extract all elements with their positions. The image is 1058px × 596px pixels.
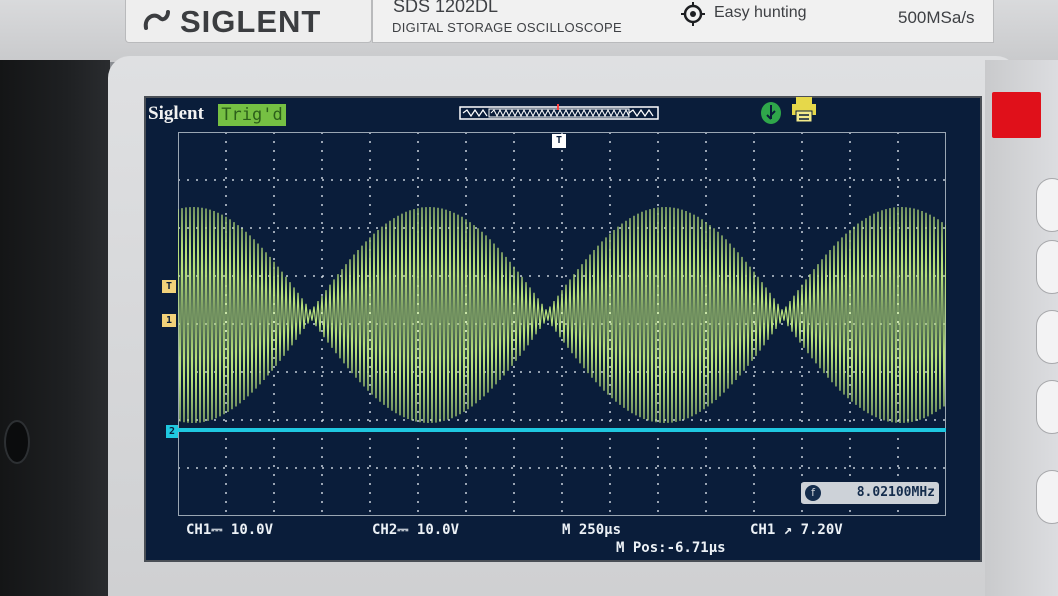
frequency-counter: 8.02100MHz bbox=[801, 482, 939, 504]
menu-button-2[interactable] bbox=[1036, 240, 1058, 294]
menu-button-1[interactable] bbox=[1036, 178, 1058, 232]
left-knob bbox=[4, 420, 30, 464]
model-name: SDS 1202DL bbox=[393, 0, 499, 16]
trigger-position-marker[interactable]: T bbox=[552, 134, 566, 148]
trigger-level-marker[interactable]: T bbox=[162, 280, 176, 293]
menu-button-4[interactable] bbox=[1036, 380, 1058, 434]
menu-button-3[interactable] bbox=[1036, 310, 1058, 364]
frequency-icon: f bbox=[805, 485, 821, 501]
ch2-marker[interactable]: 2 bbox=[166, 425, 178, 438]
printer-icon bbox=[792, 97, 816, 123]
screen-logo: Siglent bbox=[148, 103, 204, 124]
easy-hunting-label: Easy hunting bbox=[714, 4, 807, 21]
brand-name: SIGLENT bbox=[180, 4, 322, 39]
ch1-scale[interactable]: CH1⎓ 10.0V bbox=[186, 522, 274, 538]
brand-plate bbox=[125, 0, 372, 43]
sample-rate-label: 500MSa/s bbox=[898, 8, 975, 27]
ch1-marker[interactable]: 1 bbox=[162, 314, 176, 327]
device-subtitle: DIGITAL STORAGE OSCILLOSCOPE bbox=[392, 20, 622, 35]
usb-icon bbox=[761, 102, 781, 124]
menu-button-5[interactable] bbox=[1036, 470, 1058, 524]
waveform-display bbox=[178, 132, 946, 516]
model-plate bbox=[372, 0, 994, 43]
ch2-scale[interactable]: CH2⎓ 10.0V bbox=[372, 522, 460, 538]
horizontal-position[interactable]: M Pos:-6.71μs bbox=[616, 540, 726, 556]
trigger-setting[interactable]: CH1 ↗ 7.20V bbox=[750, 522, 843, 538]
device-left-side bbox=[0, 60, 110, 596]
memory-depth-bar bbox=[459, 104, 659, 120]
timebase[interactable]: M 250μs bbox=[562, 522, 622, 538]
ch1-waveform bbox=[178, 206, 946, 424]
run-stop-button[interactable] bbox=[992, 92, 1041, 138]
crosshair-icon bbox=[681, 2, 705, 26]
trigger-status-badge: Trig'd bbox=[218, 104, 286, 126]
ch2-waveform bbox=[178, 428, 946, 432]
siglent-swirl-icon bbox=[143, 10, 170, 30]
